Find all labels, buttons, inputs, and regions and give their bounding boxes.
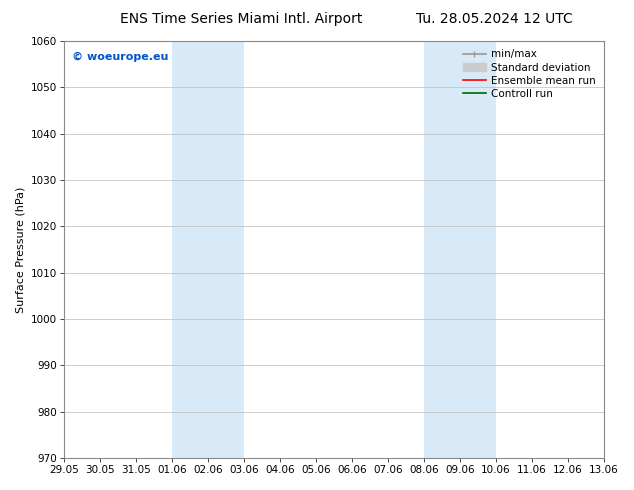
Y-axis label: Surface Pressure (hPa): Surface Pressure (hPa) bbox=[15, 186, 25, 313]
Text: ENS Time Series Miami Intl. Airport: ENS Time Series Miami Intl. Airport bbox=[120, 12, 362, 26]
Text: Tu. 28.05.2024 12 UTC: Tu. 28.05.2024 12 UTC bbox=[416, 12, 573, 26]
Bar bbox=[424, 41, 496, 458]
Text: © woeurope.eu: © woeurope.eu bbox=[72, 51, 168, 62]
Bar bbox=[172, 41, 244, 458]
Legend: min/max, Standard deviation, Ensemble mean run, Controll run: min/max, Standard deviation, Ensemble me… bbox=[460, 46, 599, 102]
